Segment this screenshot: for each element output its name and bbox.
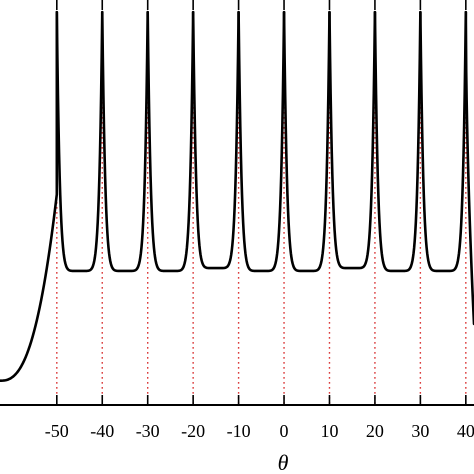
curve-left-branch	[0, 10, 59, 382]
x-tick-label: 0	[280, 421, 289, 441]
x-axis-title: θ	[278, 450, 289, 474]
x-tick-label: 10	[320, 421, 338, 441]
curve-segment	[191, 10, 240, 270]
curve-segment	[237, 10, 286, 273]
x-tick-label: -50	[45, 421, 69, 441]
curve-group	[0, 10, 474, 382]
x-tick-label: -10	[227, 421, 251, 441]
x-tick-label: 40	[457, 421, 474, 441]
curve-segment	[328, 10, 377, 270]
reference-lines-group	[56, 12, 467, 405]
curve-segment	[419, 10, 468, 273]
curve-segment	[146, 10, 195, 273]
x-ticks-group: -50 -40 -30 -20 -10 0 10 20 30 40	[45, 0, 474, 441]
curve-segment	[100, 10, 149, 273]
x-tick-label: -20	[181, 421, 205, 441]
curve-segment	[55, 10, 104, 273]
curve-segment	[282, 10, 331, 273]
x-tick-label: 30	[411, 421, 429, 441]
x-tick-label: 20	[366, 421, 384, 441]
x-tick-label: -30	[136, 421, 160, 441]
curve-right-tail	[464, 10, 474, 326]
curve-segment	[373, 10, 422, 273]
x-tick-label: -40	[90, 421, 114, 441]
